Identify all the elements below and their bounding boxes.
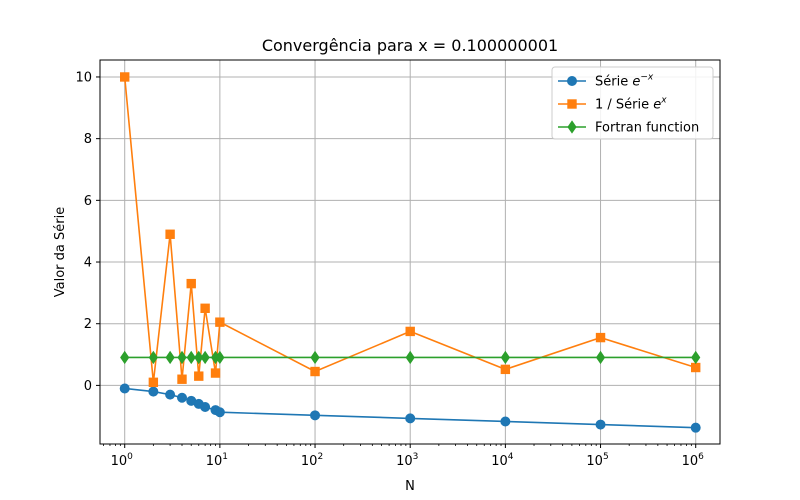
legend-entry-1: Série e−x	[558, 73, 654, 90]
legend-box	[551, 66, 714, 140]
y-tick-label: 4	[84, 256, 92, 271]
series-1	[119, 383, 701, 433]
x-tick-label-exponent: 0	[127, 452, 133, 462]
legend-label: Série e−x	[595, 73, 654, 90]
data-point	[165, 350, 175, 365]
legend-label-superscript: x	[660, 96, 667, 106]
y-axis: 0 2 4 6 8 10	[75, 70, 100, 394]
data-point	[119, 383, 130, 394]
data-point	[310, 350, 320, 365]
x-tick-label-base: 10	[682, 454, 699, 469]
legend-label-text: 1 / Série	[595, 98, 653, 113]
x-tick-label: 103	[396, 452, 418, 469]
x-tick-label-base: 10	[111, 454, 128, 469]
chart-title: Convergência para x = 0.100000001	[262, 36, 558, 55]
data-point	[500, 364, 511, 375]
data-point	[691, 362, 701, 373]
legend-entry-3: Fortran function	[558, 120, 699, 136]
data-point	[177, 392, 188, 403]
y-tick-label: 8	[84, 132, 92, 147]
x-tick-label-exponent: 5	[603, 452, 609, 462]
x-tick-label: 104	[491, 452, 514, 469]
data-point	[690, 422, 701, 433]
x-tick-label-exponent: 2	[317, 452, 323, 462]
legend-marker	[567, 99, 577, 109]
data-point	[194, 350, 204, 365]
x-tick-label-exponent: 6	[698, 452, 704, 462]
data-point	[148, 350, 158, 365]
x-axis: 100 101 102 103 104 105 106	[103, 444, 705, 469]
legend-marker	[567, 120, 577, 134]
x-tick-label: 102	[301, 452, 323, 469]
y-tick-label: 10	[75, 70, 92, 85]
x-tick-label-exponent: 3	[413, 452, 419, 462]
x-tick-label-base: 10	[206, 454, 223, 469]
data-point	[165, 389, 176, 400]
series-layer	[119, 72, 701, 433]
data-point	[148, 377, 159, 388]
x-tick-label-base: 10	[301, 454, 318, 469]
data-point	[310, 410, 321, 421]
legend-label-math: e	[632, 75, 640, 90]
x-axis-label: N	[405, 479, 415, 494]
series-2	[120, 72, 701, 388]
y-tick-label: 0	[84, 379, 92, 394]
data-point	[177, 374, 187, 384]
data-point	[215, 350, 225, 365]
legend-label-text: Fortran function	[595, 121, 699, 136]
x-tick-label-base: 10	[586, 454, 603, 469]
data-point	[405, 413, 416, 424]
legend-marker	[567, 76, 577, 86]
data-point	[165, 229, 175, 239]
data-point	[405, 350, 415, 365]
data-point	[595, 419, 606, 430]
legend-label-text: Série	[595, 75, 632, 90]
data-point	[691, 350, 701, 365]
data-point	[595, 350, 606, 365]
data-point	[595, 332, 606, 343]
data-point	[200, 303, 210, 313]
data-point	[214, 407, 225, 418]
legend-label: 1 / Série ex	[595, 96, 667, 113]
data-point	[186, 278, 196, 289]
y-tick-label: 2	[84, 317, 92, 332]
data-point	[405, 326, 415, 337]
x-tick-label-base: 10	[491, 454, 508, 469]
data-point	[194, 371, 204, 381]
series-3	[120, 350, 701, 365]
x-tick-label: 101	[206, 452, 228, 469]
data-point	[148, 386, 159, 397]
x-tick-label: 105	[586, 452, 608, 469]
data-point	[186, 350, 196, 365]
y-tick-label: 6	[84, 194, 92, 209]
data-point	[200, 350, 210, 365]
series-line	[123, 76, 696, 383]
data-point	[200, 401, 211, 412]
legend-label-superscript: −x	[640, 73, 654, 83]
legend-label: Fortran function	[595, 121, 699, 136]
data-point	[177, 350, 187, 365]
data-point	[310, 366, 320, 377]
x-tick-label-exponent: 1	[222, 452, 228, 462]
data-point	[120, 350, 130, 365]
x-tick-label-base: 10	[396, 454, 413, 469]
x-tick-label: 106	[682, 452, 705, 469]
x-tick-label-exponent: 4	[508, 452, 514, 462]
x-tick-label: 100	[111, 452, 134, 469]
data-point	[120, 72, 130, 82]
y-axis-label: Valor da Série	[53, 207, 68, 297]
legend-label-math: e	[653, 98, 661, 113]
legend-entry-2: 1 / Série ex	[558, 96, 667, 113]
data-point	[210, 368, 221, 378]
data-point	[500, 350, 510, 365]
data-point	[215, 317, 225, 327]
data-point	[500, 416, 511, 427]
